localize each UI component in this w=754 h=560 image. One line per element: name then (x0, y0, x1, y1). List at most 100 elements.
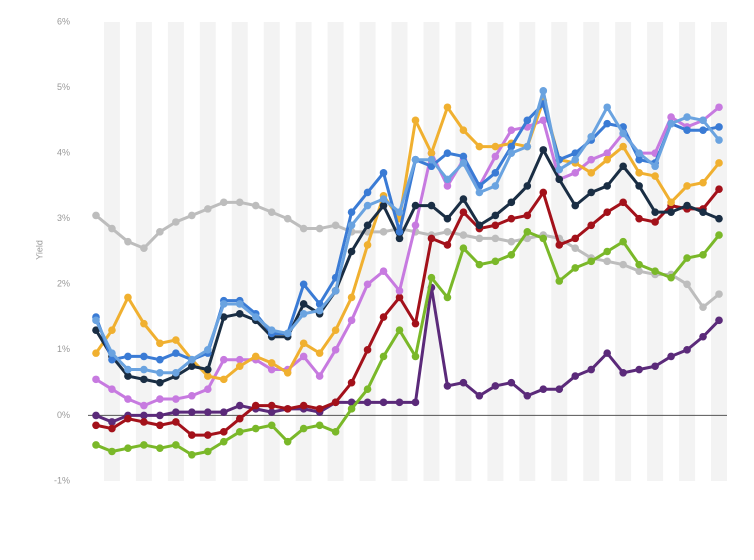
data-point (683, 346, 691, 354)
data-point (539, 116, 548, 125)
column-band (487, 22, 504, 481)
data-point (204, 346, 212, 354)
data-point (491, 221, 500, 230)
column-band (359, 22, 376, 481)
data-point (635, 155, 643, 164)
data-point (124, 414, 132, 423)
data-point (411, 116, 420, 125)
data-point (267, 326, 276, 334)
data-point (475, 234, 484, 243)
data-point (571, 234, 580, 243)
data-point (427, 201, 436, 210)
data-point (651, 162, 659, 171)
data-point (235, 401, 244, 410)
data-point (204, 408, 212, 416)
data-point (204, 205, 212, 213)
data-point (635, 149, 643, 157)
data-point (379, 313, 388, 321)
data-point (507, 214, 516, 223)
data-point (459, 126, 468, 134)
data-point (571, 264, 580, 272)
series-line (95, 230, 721, 457)
data-point (555, 175, 564, 184)
data-point (715, 185, 723, 194)
data-point (603, 103, 611, 112)
data-point (267, 421, 276, 430)
data-point (395, 326, 404, 334)
data-point (108, 355, 116, 364)
data-point (587, 188, 596, 197)
data-point (539, 188, 548, 197)
data-point (124, 293, 132, 302)
data-point (363, 398, 372, 407)
data-point (571, 155, 580, 164)
data-point (699, 208, 707, 216)
y-tick-label: 3% (57, 213, 70, 223)
data-point (283, 369, 292, 377)
data-point (379, 169, 388, 177)
data-point (459, 208, 468, 216)
data-point (539, 385, 548, 394)
data-point (108, 326, 116, 334)
data-point (156, 395, 164, 403)
data-point (699, 250, 707, 259)
column-band (103, 22, 120, 481)
data-point (619, 162, 627, 171)
data-point (571, 244, 580, 253)
data-point (523, 228, 532, 236)
series-line (94, 148, 720, 385)
data-point (411, 221, 420, 230)
data-point (172, 395, 180, 403)
data-point (299, 280, 308, 289)
data-point (491, 169, 500, 177)
data-point (347, 208, 356, 216)
data-point (140, 375, 148, 384)
data-point (363, 241, 372, 249)
column-band (295, 22, 312, 481)
data-point (507, 378, 516, 387)
data-point (379, 228, 388, 236)
data-point (715, 123, 723, 131)
data-point (555, 277, 564, 285)
data-point (603, 247, 611, 256)
data-point (204, 447, 212, 456)
data-point (459, 231, 468, 239)
data-point (635, 214, 643, 223)
data-point (443, 175, 452, 184)
data-point (188, 211, 196, 220)
data-point (204, 365, 212, 374)
data-point (363, 346, 372, 354)
data-point (156, 369, 164, 377)
column-band (423, 22, 440, 481)
data-point (140, 411, 148, 420)
y-tick-label: 4% (57, 148, 70, 158)
data-point (459, 195, 468, 203)
data-point (363, 188, 372, 197)
data-point (651, 218, 659, 226)
data-point (188, 391, 196, 400)
y-tick-label: 2% (57, 279, 70, 289)
data-point (267, 401, 276, 410)
data-point (491, 382, 500, 390)
data-point (235, 198, 244, 207)
data-point (619, 142, 627, 151)
data-point (219, 300, 228, 308)
data-point (140, 319, 148, 328)
y-tick-label: 5% (57, 82, 70, 92)
data-point (603, 182, 611, 190)
data-point (683, 201, 691, 210)
data-point (363, 385, 372, 394)
data-point (459, 244, 468, 253)
data-point (507, 142, 516, 151)
data-point (267, 359, 276, 367)
data-point (603, 119, 611, 128)
data-point (619, 369, 627, 377)
data-point (347, 221, 356, 230)
data-point (411, 352, 420, 361)
data-point (219, 428, 228, 436)
data-point (427, 149, 436, 157)
data-point (539, 87, 548, 95)
series-line (95, 200, 720, 309)
data-point (92, 211, 100, 220)
data-point (475, 142, 484, 151)
